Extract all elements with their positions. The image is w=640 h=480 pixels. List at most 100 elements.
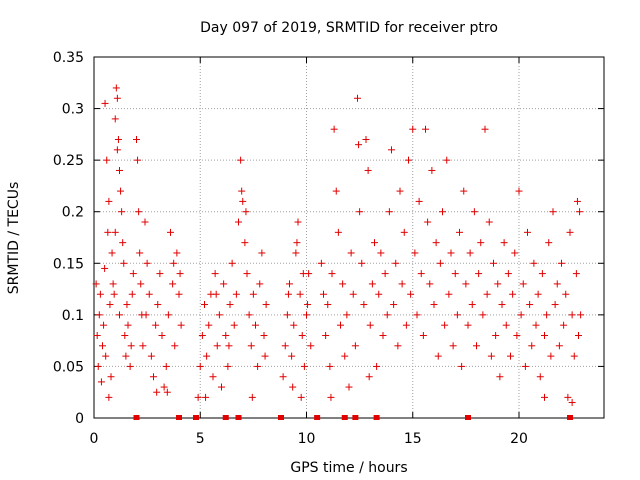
x-tick-label: 20 [510, 431, 528, 447]
data-point [375, 290, 383, 298]
data-point [173, 249, 181, 257]
data-point [160, 383, 168, 391]
data-point [536, 373, 544, 381]
data-point [343, 311, 351, 319]
data-point [365, 373, 373, 381]
data-point [94, 362, 102, 370]
data-point [509, 290, 517, 298]
data-point [428, 166, 436, 174]
data-point [117, 187, 125, 195]
data-point [402, 321, 410, 329]
data-point [281, 342, 289, 350]
data-point [451, 270, 459, 278]
data-point [521, 362, 529, 370]
bottom-marker [465, 415, 471, 420]
data-point [289, 383, 297, 391]
data-point [327, 393, 335, 401]
data-point [409, 125, 417, 133]
data-point [100, 321, 108, 329]
data-point [483, 290, 491, 298]
data-point [104, 228, 112, 236]
x-tick-label: 15 [404, 431, 422, 447]
data-point [526, 301, 534, 309]
data-point [558, 259, 565, 267]
data-point [436, 259, 444, 267]
data-point [220, 280, 228, 288]
data-point [317, 259, 325, 267]
data-point [105, 197, 113, 205]
data-point [339, 280, 347, 288]
data-point [109, 280, 117, 288]
y-tick-label: 0.35 [53, 50, 84, 66]
data-point [286, 280, 293, 288]
data-point [368, 280, 376, 288]
bottom-marker [341, 415, 348, 420]
data-point [297, 393, 305, 401]
data-point [154, 301, 162, 309]
data-point [560, 321, 568, 329]
data-point [261, 352, 269, 360]
data-point [101, 264, 109, 272]
data-point [201, 301, 208, 309]
data-point [212, 290, 220, 298]
data-point [419, 331, 427, 339]
bottom-marker [352, 415, 359, 420]
data-point [136, 249, 144, 257]
data-point [364, 166, 372, 174]
data-point [496, 373, 504, 381]
data-point [394, 342, 402, 350]
data-point [515, 187, 523, 195]
data-point [152, 321, 160, 329]
data-point [194, 393, 202, 401]
data-point [498, 301, 506, 309]
data-point [547, 352, 555, 360]
data-point [283, 311, 291, 319]
data-point [464, 321, 472, 329]
data-point [203, 352, 211, 360]
data-point [500, 239, 508, 247]
data-point [118, 208, 126, 216]
data-point [224, 362, 232, 370]
data-point [239, 197, 247, 205]
data-point [441, 321, 449, 329]
data-point [553, 280, 561, 288]
data-point [541, 331, 548, 339]
y-tick-label: 0.1 [62, 308, 84, 324]
data-point [121, 331, 129, 339]
data-point [354, 94, 361, 102]
plot-frame [93, 56, 605, 419]
data-point [534, 290, 542, 298]
data-point [230, 321, 238, 329]
y-tick-label: 0.15 [53, 256, 84, 272]
data-point [226, 301, 234, 309]
data-point [577, 311, 585, 319]
tick-labels: 0 5 10 15 20 0 0.05 0.1 0.15 0.2 0.25 0.3 0.35 [53, 50, 528, 447]
data-point [288, 352, 296, 360]
y-axis-label: SRMTID / TECUs [6, 182, 22, 295]
data-point [129, 270, 137, 278]
data-point [358, 259, 366, 267]
data-point [215, 311, 223, 319]
data-point [511, 249, 519, 257]
data-point [153, 388, 161, 396]
data-point [502, 321, 510, 329]
data-point [228, 259, 236, 267]
data-point [530, 259, 538, 267]
data-point [398, 280, 406, 288]
data-point [292, 249, 300, 257]
data-point [96, 290, 104, 298]
data-point [456, 228, 463, 236]
data-point [307, 342, 315, 350]
data-point [458, 362, 466, 370]
data-point [570, 352, 578, 360]
data-point [290, 321, 298, 329]
data-point [112, 84, 120, 92]
y-tick-label: 0.3 [62, 102, 84, 118]
data-point [532, 321, 540, 329]
data-point [405, 156, 412, 164]
data-point [517, 311, 525, 319]
data-point [366, 321, 374, 329]
grid [94, 57, 604, 418]
data-point [108, 249, 116, 257]
data-point [141, 218, 149, 226]
